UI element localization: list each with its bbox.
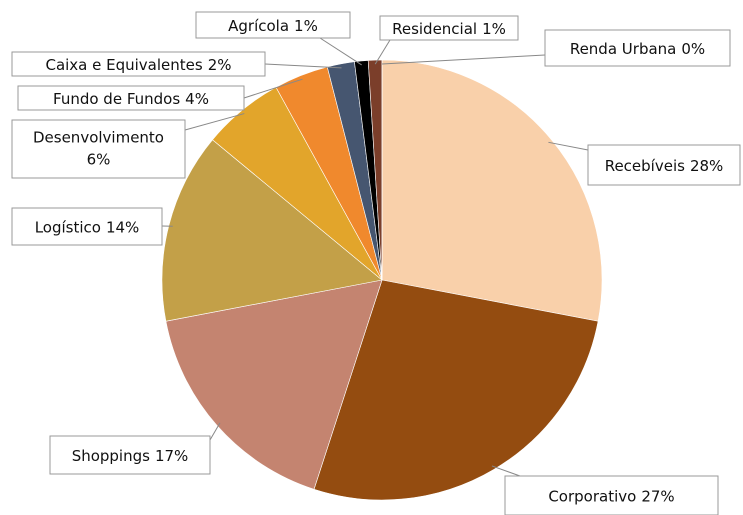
slice-label-name: Caixa e Equivalentes bbox=[45, 56, 202, 74]
slice-label-name: Logístico bbox=[35, 218, 101, 236]
labels: Recebíveis 28% Corporativo 27% Shoppings 17% L… bbox=[11, 11, 741, 515]
leader-line bbox=[264, 63, 342, 69]
label-box bbox=[11, 51, 266, 77]
slice-label-value: 28% bbox=[690, 157, 723, 175]
slice-label: Logístico 14% bbox=[35, 218, 140, 236]
slice-label-value: 14% bbox=[106, 218, 139, 236]
slice-label: Agrícola 1% bbox=[228, 17, 318, 35]
label-box bbox=[49, 435, 211, 475]
pie-slice bbox=[161, 139, 383, 322]
label-box bbox=[587, 144, 741, 186]
slice-label: Caixa e Equivalentes 2% bbox=[45, 56, 231, 74]
slice-label-name: Agrícola bbox=[228, 17, 289, 35]
leader-line bbox=[319, 37, 362, 66]
slice-label: Renda Urbana 0% bbox=[570, 40, 705, 58]
leader-line bbox=[491, 465, 521, 477]
label-box bbox=[195, 11, 351, 39]
slice-label-value: 4% bbox=[185, 90, 209, 108]
pie bbox=[161, 59, 603, 501]
leader-line bbox=[548, 141, 589, 151]
slice-label-name: Fundo de Fundos bbox=[53, 90, 180, 108]
pie-slice bbox=[313, 279, 599, 501]
label-box bbox=[544, 29, 731, 67]
slice-label-value: 2% bbox=[208, 56, 232, 74]
slice-label-value: 17% bbox=[155, 447, 188, 465]
slice-label: Residencial 1% bbox=[392, 20, 506, 38]
slice-label-value: 0% bbox=[681, 40, 705, 58]
leader-line bbox=[374, 39, 391, 65]
slice-label-name: Residencial bbox=[392, 20, 477, 38]
label-box bbox=[11, 119, 186, 179]
slice-label-value: 1% bbox=[482, 20, 506, 38]
label-box bbox=[17, 85, 245, 111]
leader-line bbox=[209, 422, 221, 441]
slice-label-name: Recebíveis bbox=[605, 157, 685, 175]
slice-label-value: 6% bbox=[87, 151, 111, 169]
slice-label: Shoppings 17% bbox=[72, 447, 189, 465]
leader-line bbox=[243, 78, 303, 99]
leader-line bbox=[184, 113, 245, 131]
pie-slice bbox=[165, 279, 383, 490]
slice-label-value: 27% bbox=[641, 487, 674, 505]
slice-label-name: Corporativo bbox=[548, 487, 636, 505]
label-box bbox=[504, 475, 719, 515]
slice-label-value: 1% bbox=[294, 17, 318, 35]
pie-slice bbox=[381, 59, 603, 322]
slice-label-name: Shoppings bbox=[72, 447, 150, 465]
label-box bbox=[11, 207, 163, 246]
slice-label: Recebíveis 28% bbox=[605, 157, 724, 175]
slice-label-name: Desenvolvimento bbox=[33, 129, 164, 147]
slice-label: Fundo de Fundos 4% bbox=[53, 90, 209, 108]
label-box bbox=[379, 15, 519, 41]
slice-label: Corporativo 27% bbox=[548, 487, 674, 505]
leader-line bbox=[381, 54, 546, 65]
slice-label-name: Renda Urbana bbox=[570, 40, 677, 58]
